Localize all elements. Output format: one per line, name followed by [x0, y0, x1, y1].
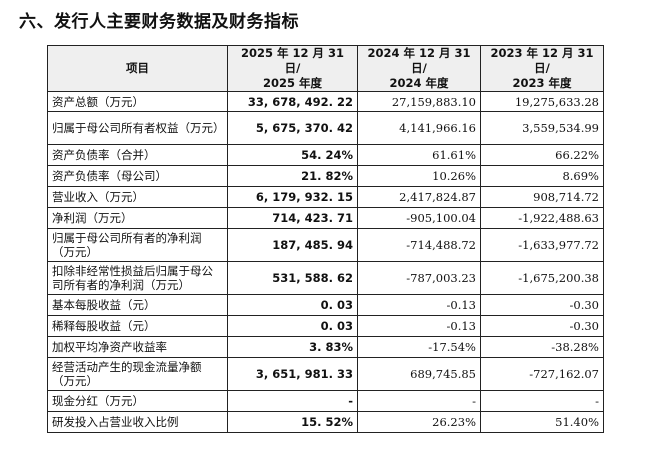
- cell-2024: -0.13: [357, 294, 481, 316]
- cell-2025: 33, 678, 492. 22: [227, 91, 358, 112]
- row-label: 基本每股收益（元）: [47, 294, 228, 316]
- cell-2024: -17.54%: [357, 336, 481, 358]
- header-2024: 2024 年 12 月 31 日/ 2024 年度: [357, 45, 481, 92]
- cell-2025: 3. 83%: [227, 336, 358, 358]
- header-item: 项目: [47, 45, 228, 92]
- row-label: 归属于母公司所有者权益（万元）: [47, 111, 228, 145]
- table-row: 资产总额（万元） 33, 678, 492. 22 27,159,883.10 …: [47, 91, 604, 112]
- cell-2023: -1,922,488.63: [480, 207, 604, 229]
- cell-2023: -: [480, 390, 604, 412]
- table-row: 净利润（万元） 714, 423. 71 -905,100.04 -1,922,…: [47, 207, 604, 229]
- row-label: 扣除非经常性损益后归属于母公司所有者的净利润（万元）: [47, 261, 228, 295]
- row-label: 加权平均净资产收益率: [47, 336, 228, 358]
- row-label: 经营活动产生的现金流量净额（万元）: [47, 357, 228, 391]
- cell-2025: 54. 24%: [227, 144, 358, 166]
- cell-2023: -38.28%: [480, 336, 604, 358]
- row-label: 现金分红（万元）: [47, 390, 228, 412]
- cell-2025: 187, 485. 94: [227, 228, 358, 262]
- cell-2024: 689,745.85: [357, 357, 481, 391]
- table-row: 归属于母公司所有者的净利润（万元） 187, 485. 94 -714,488.…: [47, 228, 604, 262]
- cell-2023: -0.30: [480, 315, 604, 337]
- row-label: 稀释每股收益（元）: [47, 315, 228, 337]
- cell-2024: 4,141,966.16: [357, 111, 481, 145]
- cell-2024: 61.61%: [357, 144, 481, 166]
- cell-2023: 19,275,633.28: [480, 91, 604, 112]
- table-row: 稀释每股收益（元） 0. 03 -0.13 -0.30: [47, 315, 604, 337]
- row-label: 归属于母公司所有者的净利润（万元）: [47, 228, 228, 262]
- header-2024-line2: 2024 年度: [389, 76, 449, 90]
- cell-2025: 0. 03: [227, 294, 358, 316]
- header-2025-line2: 2025 年度: [262, 76, 322, 90]
- row-label: 营业收入（万元）: [47, 186, 228, 208]
- cell-2024: -0.13: [357, 315, 481, 337]
- financial-table: 项目 2025 年 12 月 31 日/ 2025 年度 2024 年 12 月…: [47, 45, 604, 433]
- cell-2025: 5, 675, 370. 42: [227, 111, 358, 145]
- table-header-row: 项目 2025 年 12 月 31 日/ 2025 年度 2024 年 12 月…: [47, 45, 604, 92]
- section-heading: 六、发行人主要财务数据及财务指标: [19, 12, 299, 32]
- row-label: 资产负债率（合并）: [47, 144, 228, 166]
- cell-2024: -905,100.04: [357, 207, 481, 229]
- cell-2023: 51.40%: [480, 411, 604, 433]
- table-row: 现金分红（万元） - - -: [47, 390, 604, 412]
- cell-2025: 0. 03: [227, 315, 358, 337]
- cell-2024: 27,159,883.10: [357, 91, 481, 112]
- table-row: 基本每股收益（元） 0. 03 -0.13 -0.30: [47, 294, 604, 316]
- table-row: 资产负债率（合并） 54. 24% 61.61% 66.22%: [47, 144, 604, 166]
- header-2023-line1: 2023 年 12 月 31 日/: [490, 46, 594, 76]
- cell-2024: 26.23%: [357, 411, 481, 433]
- cell-2023: 3,559,534.99: [480, 111, 604, 145]
- cell-2025: 714, 423. 71: [227, 207, 358, 229]
- cell-2025: 15. 52%: [227, 411, 358, 433]
- cell-2023: -727,162.07: [480, 357, 604, 391]
- table-row: 加权平均净资产收益率 3. 83% -17.54% -38.28%: [47, 336, 604, 358]
- cell-2025: 3, 651, 981. 33: [227, 357, 358, 391]
- table-row: 资产负债率（母公司） 21. 82% 10.26% 8.69%: [47, 165, 604, 187]
- cell-2023: -1,675,200.38: [480, 261, 604, 295]
- header-2024-line1: 2024 年 12 月 31 日/: [367, 46, 471, 76]
- cell-2023: 8.69%: [480, 165, 604, 187]
- header-2023: 2023 年 12 月 31 日/ 2023 年度: [480, 45, 604, 92]
- row-label: 资产总额（万元）: [47, 91, 228, 112]
- cell-2024: -787,003.23: [357, 261, 481, 295]
- cell-2023: -0.30: [480, 294, 604, 316]
- header-2025-line1: 2025 年 12 月 31 日/: [240, 46, 345, 76]
- row-label: 净利润（万元）: [47, 207, 228, 229]
- cell-2025: 531, 588. 62: [227, 261, 358, 295]
- table-row: 归属于母公司所有者权益（万元） 5, 675, 370. 42 4,141,96…: [47, 111, 604, 145]
- table-row: 研发投入占营业收入比例 15. 52% 26.23% 51.40%: [47, 411, 604, 433]
- table-row: 经营活动产生的现金流量净额（万元） 3, 651, 981. 33 689,74…: [47, 357, 604, 391]
- cell-2025: 21. 82%: [227, 165, 358, 187]
- table-row: 营业收入（万元） 6, 179, 932. 15 2,417,824.87 90…: [47, 186, 604, 208]
- cell-2024: -: [357, 390, 481, 412]
- table-row: 扣除非经常性损益后归属于母公司所有者的净利润（万元） 531, 588. 62 …: [47, 261, 604, 295]
- cell-2023: -1,633,977.72: [480, 228, 604, 262]
- cell-2025: 6, 179, 932. 15: [227, 186, 358, 208]
- cell-2024: 10.26%: [357, 165, 481, 187]
- cell-2023: 908,714.72: [480, 186, 604, 208]
- header-2025: 2025 年 12 月 31 日/ 2025 年度: [227, 45, 358, 92]
- row-label: 资产负债率（母公司）: [47, 165, 228, 187]
- header-2023-line2: 2023 年度: [512, 76, 572, 90]
- cell-2025: -: [227, 390, 358, 412]
- cell-2024: 2,417,824.87: [357, 186, 481, 208]
- cell-2023: 66.22%: [480, 144, 604, 166]
- cell-2024: -714,488.72: [357, 228, 481, 262]
- row-label: 研发投入占营业收入比例: [47, 411, 228, 433]
